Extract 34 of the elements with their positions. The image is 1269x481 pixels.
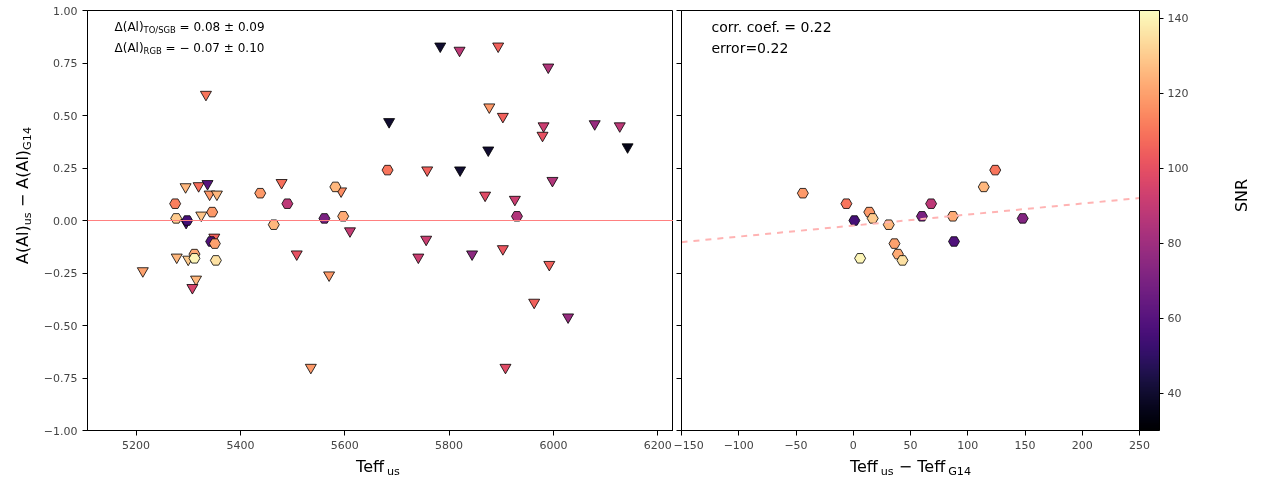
x-tick-label: 50 (903, 438, 918, 452)
x-tick-label: 200 (1071, 438, 1093, 452)
y-tick-label: 0.75 (53, 57, 78, 70)
color-bar-label: 120 (1167, 87, 1189, 100)
x-tick-label: 0 (849, 438, 857, 452)
y-axis-title: A(Al)us − A(Al)G14 (13, 126, 34, 265)
x-tick-label: 100 (957, 438, 979, 452)
x-tick-label: 5200 (122, 438, 151, 452)
x-tick-label: 150 (1014, 438, 1036, 452)
x-tick-label: 250 (1129, 438, 1150, 452)
annotation: error=0.22 (711, 39, 789, 56)
y-tick-label: 0.50 (53, 109, 78, 123)
color-bar-label: 60 (1167, 312, 1182, 325)
x-tick-label: 6200 (643, 438, 672, 452)
color-bar-label: 100 (1167, 162, 1189, 175)
x-tick-label: 5400 (226, 438, 255, 452)
color-bar-label: 80 (1167, 237, 1182, 250)
annotation: corr. coef. = 0.22 (711, 18, 832, 35)
x-tick-label: −100 (723, 438, 754, 452)
color-bar-label: 140 (1167, 12, 1189, 25)
x-tick-label: 6000 (539, 438, 568, 452)
y-tick-label: 0.00 (53, 214, 78, 228)
x-tick-label: −50 (784, 438, 808, 452)
x-tick-label: −150 (673, 438, 704, 452)
y-tick-label: −0.25 (43, 267, 78, 280)
y-tick-label: −1.00 (43, 424, 78, 438)
x-tick-label: 5600 (330, 438, 359, 452)
y-tick-label: −0.50 (43, 319, 78, 333)
x-tick-label: 5800 (435, 438, 464, 452)
color-bar-label: 40 (1167, 387, 1182, 400)
y-tick-label: 0.25 (53, 162, 78, 175)
y-tick-label: −0.75 (43, 372, 78, 385)
y-tick-label: 1.00 (53, 4, 78, 18)
color-bar-title: SNR (1232, 178, 1251, 213)
